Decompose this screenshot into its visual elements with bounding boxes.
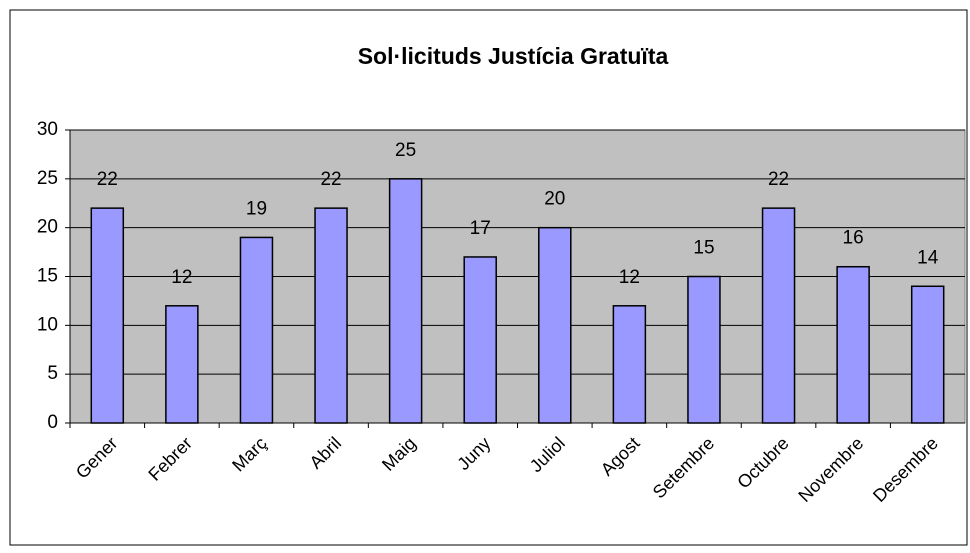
data-label: 20 [544, 189, 565, 210]
bar [239, 236, 274, 424]
y-tick-label: 15 [37, 266, 58, 287]
data-label: 22 [97, 169, 118, 190]
data-label: 19 [246, 198, 267, 219]
data-label: 17 [470, 218, 491, 239]
bar [388, 178, 423, 424]
data-label: 12 [619, 267, 640, 288]
data-label: 25 [395, 140, 416, 161]
bar [910, 285, 945, 424]
bar [463, 256, 497, 424]
data-label: 22 [320, 169, 341, 190]
y-tick-label: 20 [37, 217, 58, 238]
y-tick-label: 10 [37, 314, 58, 335]
bar [165, 305, 199, 424]
y-tick-label: 30 [37, 119, 58, 140]
bar [538, 226, 572, 424]
bar [761, 207, 796, 424]
chart-title: Sol·licituds Justícia Gratuïta [358, 43, 669, 69]
bar [836, 265, 870, 424]
y-tick-label: 5 [47, 363, 58, 384]
y-tick-label: 0 [47, 412, 58, 433]
bar [612, 305, 647, 424]
y-tick-label: 25 [37, 168, 58, 189]
bar [90, 207, 125, 424]
bar [314, 207, 348, 424]
data-label: 14 [917, 247, 939, 268]
data-label: 12 [171, 267, 192, 288]
data-label: 22 [768, 169, 789, 190]
data-label: 15 [693, 238, 714, 259]
data-label: 16 [843, 228, 864, 249]
bar [687, 275, 721, 424]
